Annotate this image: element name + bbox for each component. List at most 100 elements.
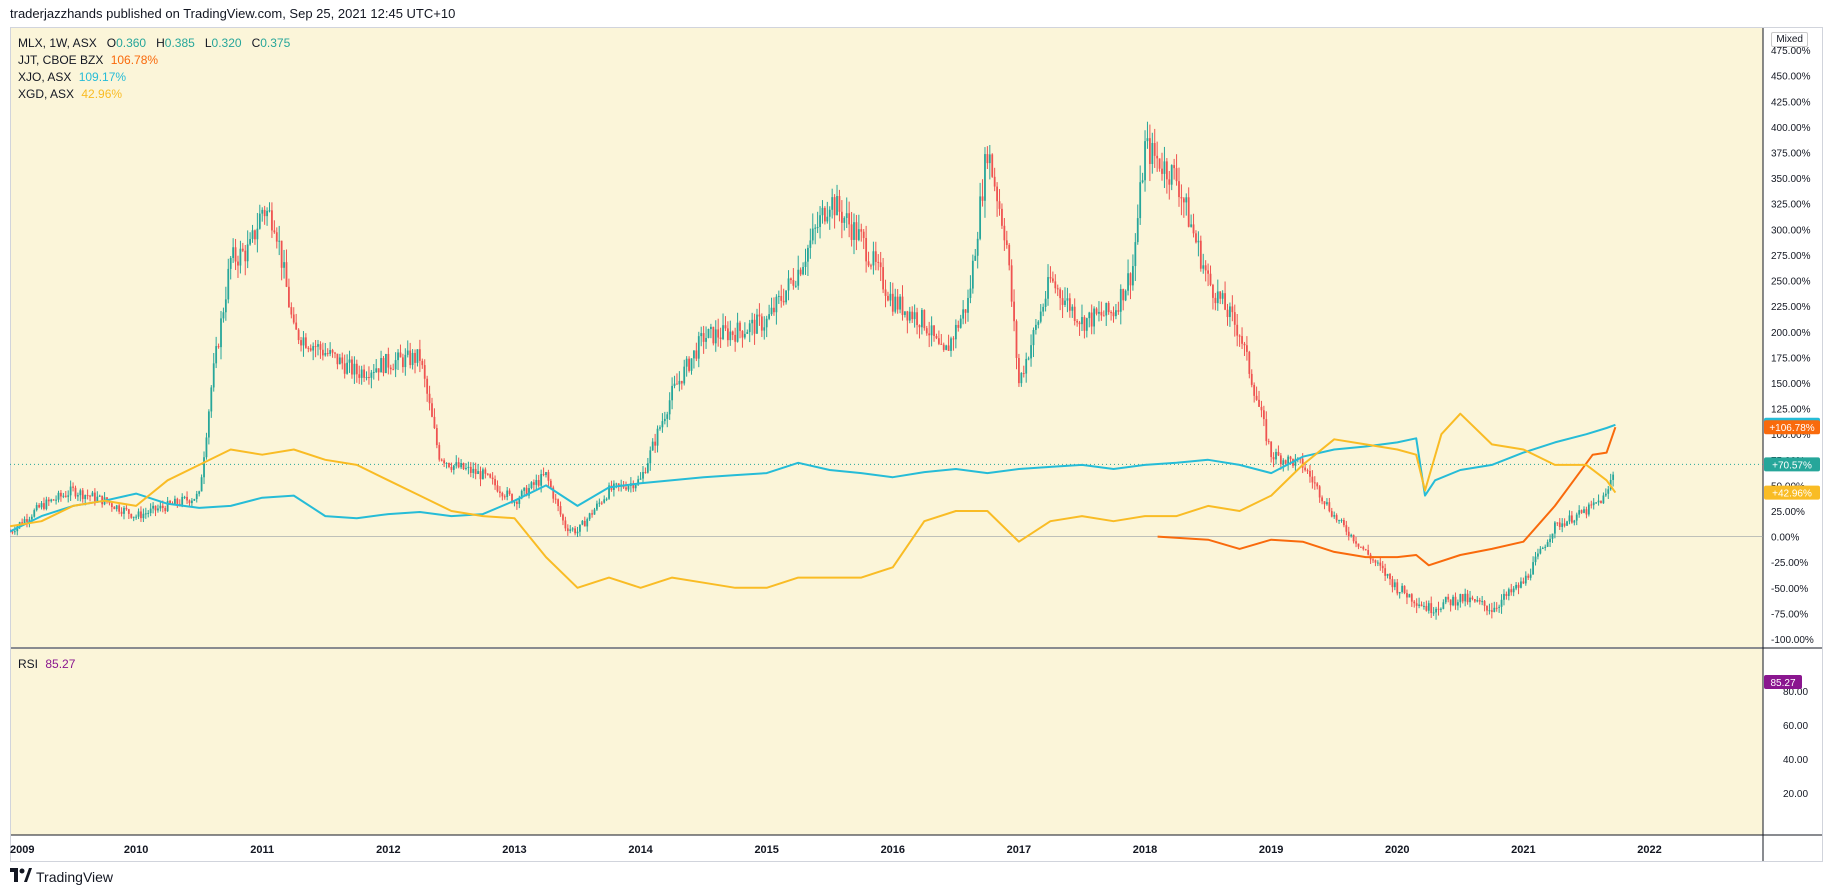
candle-body[interactable] <box>1289 456 1292 460</box>
candle-body[interactable] <box>1168 179 1171 185</box>
candle-body[interactable] <box>314 346 317 348</box>
candle-body[interactable] <box>1432 612 1435 614</box>
candle-body[interactable] <box>462 463 465 470</box>
candle-body[interactable] <box>319 344 322 350</box>
candle-body[interactable] <box>1493 607 1496 612</box>
candle-body[interactable] <box>1563 523 1566 526</box>
series-line-xgd[interactable] <box>10 412 1617 589</box>
candle-body[interactable] <box>1253 384 1256 396</box>
candle-body[interactable] <box>81 490 84 499</box>
candle-body[interactable] <box>1287 456 1290 464</box>
candle-body[interactable] <box>1522 581 1525 584</box>
candle-body[interactable] <box>210 387 213 412</box>
candle-body[interactable] <box>921 310 923 328</box>
candle-body[interactable] <box>1338 520 1340 522</box>
candle-body[interactable] <box>401 357 404 368</box>
candle-body[interactable] <box>528 488 530 496</box>
candle-body[interactable] <box>273 230 276 233</box>
candle-body[interactable] <box>47 499 50 502</box>
candle-body[interactable] <box>55 499 57 501</box>
candle-body[interactable] <box>605 498 608 500</box>
candle-body[interactable] <box>484 469 487 474</box>
candle-body[interactable] <box>1010 265 1013 302</box>
candle-body[interactable] <box>1520 581 1522 588</box>
candle-body[interactable] <box>205 437 208 458</box>
candle-body[interactable] <box>1512 588 1515 593</box>
candle-body[interactable] <box>581 520 584 525</box>
candle-body[interactable] <box>576 531 579 534</box>
candle-body[interactable] <box>1544 546 1547 548</box>
candle-body[interactable] <box>428 393 431 404</box>
candle-body[interactable] <box>663 418 666 422</box>
candle-body[interactable] <box>1449 599 1452 606</box>
candle-body[interactable] <box>857 229 860 240</box>
candle-body[interactable] <box>67 495 70 497</box>
candle-body[interactable] <box>952 338 955 340</box>
candle-body[interactable] <box>1418 604 1420 606</box>
candle-body[interactable] <box>1294 458 1297 466</box>
candle-body[interactable] <box>1585 509 1588 515</box>
candle-body[interactable] <box>302 337 305 346</box>
candle-body[interactable] <box>1156 155 1159 159</box>
candle-body[interactable] <box>169 500 171 504</box>
candle-body[interactable] <box>1379 562 1382 566</box>
candle-body[interactable] <box>1170 165 1173 185</box>
candle-body[interactable] <box>741 330 744 338</box>
candle-body[interactable] <box>241 248 244 251</box>
candle-body[interactable] <box>448 462 450 468</box>
candle-body[interactable] <box>1090 312 1093 327</box>
candle-body[interactable] <box>101 495 104 505</box>
candle-body[interactable] <box>911 311 914 320</box>
candle-body[interactable] <box>1313 482 1316 484</box>
candle-body[interactable] <box>1224 293 1226 310</box>
candle-body[interactable] <box>321 349 324 356</box>
candle-body[interactable] <box>266 210 268 217</box>
candle-body[interactable] <box>1444 596 1447 603</box>
candle-body[interactable] <box>1158 158 1161 169</box>
candle-body[interactable] <box>1393 582 1396 588</box>
candle-body[interactable] <box>928 333 931 336</box>
candle-body[interactable] <box>232 247 235 258</box>
candle-body[interactable] <box>96 496 99 502</box>
footer-brand[interactable]: TradingView <box>36 869 114 885</box>
candle-body[interactable] <box>1612 474 1615 480</box>
candle-body[interactable] <box>518 498 521 504</box>
candle-body[interactable] <box>1490 610 1493 612</box>
candle-body[interactable] <box>84 495 87 499</box>
candle-body[interactable] <box>331 350 334 353</box>
candle-body[interactable] <box>1044 298 1047 307</box>
candle-body[interactable] <box>1207 270 1209 274</box>
tradingview-logo-icon[interactable] <box>10 868 32 886</box>
candle-body[interactable] <box>1427 603 1430 611</box>
candle-body[interactable] <box>775 296 778 313</box>
candle-body[interactable] <box>945 345 948 350</box>
candle-body[interactable] <box>440 459 443 461</box>
candle-body[interactable] <box>290 307 293 315</box>
candle-body[interactable] <box>598 502 601 504</box>
candle-body[interactable] <box>144 513 147 515</box>
candle-body[interactable] <box>1590 504 1593 506</box>
candle-body[interactable] <box>649 450 652 464</box>
candle-body[interactable] <box>1316 483 1319 487</box>
candle-body[interactable] <box>1214 297 1217 304</box>
candle-body[interactable] <box>913 312 916 320</box>
candle-body[interactable] <box>237 261 239 266</box>
candle-body[interactable] <box>1554 522 1556 534</box>
candle-body[interactable] <box>404 354 407 368</box>
candle-body[interactable] <box>853 222 855 240</box>
candle-body[interactable] <box>879 262 882 268</box>
candle-body[interactable] <box>372 371 375 373</box>
candle-body[interactable] <box>229 257 232 269</box>
candle-body[interactable] <box>877 261 880 263</box>
candle-body[interactable] <box>11 531 14 533</box>
candle-body[interactable] <box>1248 351 1251 374</box>
candle-body[interactable] <box>77 495 79 497</box>
candle-body[interactable] <box>1078 322 1081 325</box>
candle-body[interactable] <box>217 346 220 348</box>
candle-body[interactable] <box>326 353 329 355</box>
candle-body[interactable] <box>1275 451 1277 460</box>
candle-body[interactable] <box>312 346 315 351</box>
candle-body[interactable] <box>1030 345 1032 359</box>
candle-body[interactable] <box>1042 306 1045 312</box>
candle-body[interactable] <box>1328 502 1331 512</box>
